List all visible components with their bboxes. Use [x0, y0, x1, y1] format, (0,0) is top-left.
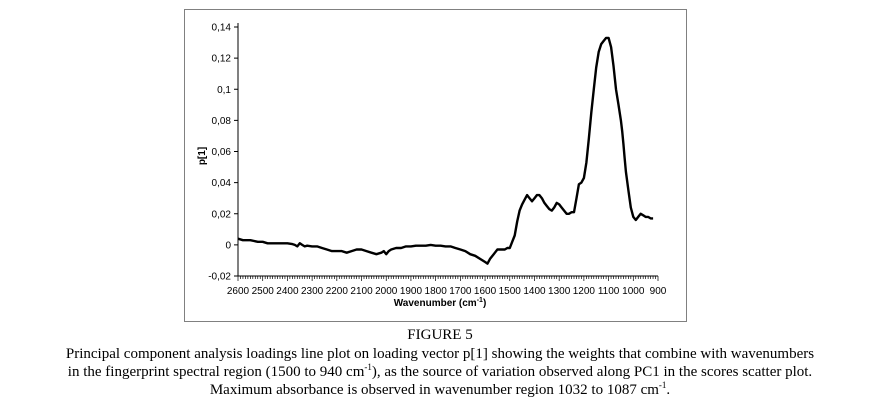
y-tick-label: 0 [225, 240, 231, 251]
figure-caption: Principal component analysis loadings li… [0, 345, 880, 399]
x-tick-label: 1000 [622, 286, 645, 297]
x-tick-label: 1400 [523, 286, 546, 297]
x-tick-label: 1900 [400, 286, 423, 297]
y-tick-label: 0,04 [212, 178, 232, 189]
x-tick-label: 1600 [474, 286, 497, 297]
caption-line-1: Principal component analysis loadings li… [65, 346, 815, 362]
x-tick-label: 1700 [449, 286, 472, 297]
x-tick-label: 2500 [252, 286, 275, 297]
x-tick-label: 2000 [375, 286, 398, 297]
caption-line-3: Maximum absorbance is observed in wavenu… [209, 380, 671, 399]
x-tick-label: 900 [650, 286, 667, 297]
x-tick-label: 1300 [548, 286, 571, 297]
plot-area [237, 36, 654, 265]
x-tick-label: 2300 [301, 286, 324, 297]
y-tick-label: 0,08 [212, 116, 232, 127]
x-tick-label: 1500 [499, 286, 522, 297]
y-tick-label: 0,1 [217, 85, 231, 96]
series-line-p1 [237, 36, 654, 265]
y-tick-label: 0,14 [212, 23, 232, 34]
x-axis-label: Wavenumber (cm-1) [394, 297, 487, 309]
y-tick-label: 0,12 [212, 54, 232, 65]
y-tick-label: 0,06 [212, 147, 232, 158]
x-tick-label: 1100 [598, 286, 620, 297]
x-tick-label: 2600 [227, 286, 250, 297]
x-tick-label: 1200 [573, 286, 596, 297]
x-tick-label: 2400 [276, 286, 299, 297]
x-tick-label: 2200 [326, 286, 349, 297]
figure-title: FIGURE 5 [407, 327, 473, 343]
x-tick-label: 1800 [425, 286, 448, 297]
y-tick-label: -0,02 [208, 272, 231, 283]
y-tick-label: 0,02 [212, 209, 232, 220]
axes: -0,02 0 0,02 0,04 0,06 0,08 0,1 0,12 0,14 2600 250… [208, 23, 667, 298]
caption-line-2: in the fingerprint spectral region (1500… [67, 362, 813, 381]
loadings-line-chart: p[1] Wavenumber (cm-1) -0,02 0 0,02 0,04 0,0… [197, 23, 667, 310]
chart-frame [184, 9, 687, 322]
x-tick-label: 2100 [350, 286, 373, 297]
y-axis-label: p[1] [197, 147, 208, 165]
